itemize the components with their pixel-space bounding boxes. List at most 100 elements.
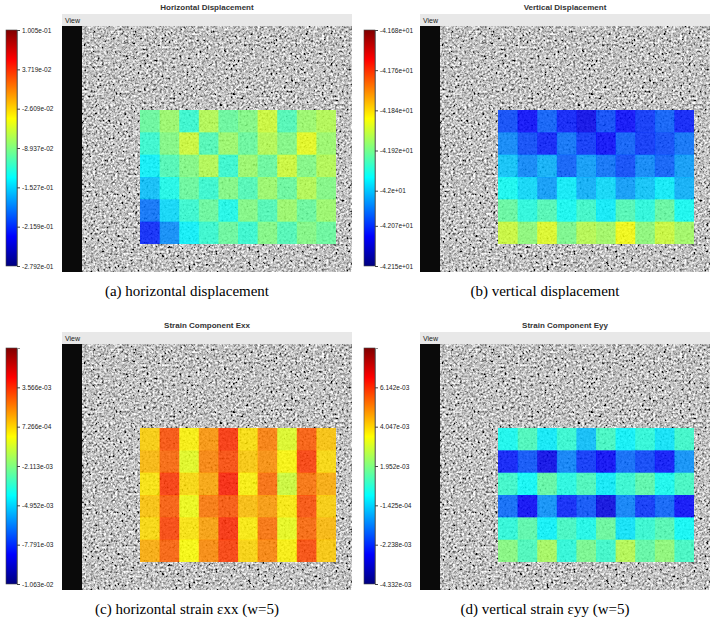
heatmap-cell	[576, 428, 596, 451]
colorbar-tick-label: -4.168e+01	[380, 27, 413, 34]
panel-caption: (c) horizontal strain εxx (w=5)	[95, 601, 279, 618]
heatmap-cell	[635, 177, 655, 200]
colorbar-tick-label: -1.425e-04	[380, 502, 412, 509]
heatmap-cell	[238, 450, 258, 473]
heatmap-cell	[596, 222, 616, 244]
view-header	[62, 332, 352, 344]
heatmap-cell	[218, 495, 238, 518]
heatmap-cell	[179, 495, 199, 518]
heatmap-cell	[238, 155, 258, 178]
heatmap-cell	[316, 155, 336, 178]
heatmap-cell	[518, 450, 538, 473]
heatmap-cell	[199, 517, 219, 540]
heatmap-cell	[316, 473, 336, 496]
heatmap-cell	[498, 540, 518, 562]
heatmap-cell	[238, 495, 258, 518]
colorbar-tick-mark	[375, 110, 378, 111]
heatmap-cell	[160, 132, 180, 155]
heatmap-cell	[537, 177, 557, 200]
colorbar-axis-line	[18, 349, 21, 585]
heatmap-cell	[635, 199, 655, 222]
heatmap-cell	[238, 177, 258, 200]
heatmap-cell	[297, 132, 317, 155]
heatmap-cell	[316, 495, 336, 518]
heatmap-cell	[258, 495, 278, 518]
heatmap-cell	[218, 177, 238, 200]
heatmap-cell	[537, 110, 557, 133]
panel-title: Vertical Displacement	[524, 3, 607, 12]
heatmap-cell	[576, 517, 596, 540]
heatmap-cell	[238, 473, 258, 496]
heatmap-cell	[277, 132, 297, 155]
heatmap-cell	[518, 517, 538, 540]
heatmap-cell	[596, 540, 616, 562]
heatmap-cell	[518, 222, 538, 244]
colorbar-tick-label: 3.566e-03	[22, 384, 52, 391]
colorbar-tick-label: -1.063e-02	[22, 581, 54, 588]
heatmap-cell	[160, 222, 180, 244]
heatmap-cell	[576, 450, 596, 473]
heatmap-cell	[557, 199, 577, 222]
colorbar-tick-label: -4.192e+01	[380, 147, 413, 154]
heatmap-cell	[616, 177, 636, 200]
heatmap-cell	[616, 450, 636, 473]
heatmap-cell	[199, 199, 219, 222]
heatmap-cell	[498, 199, 518, 222]
heatmap-cell	[297, 199, 317, 222]
colorbar	[6, 30, 17, 266]
heatmap-cell	[518, 540, 538, 562]
colorbar-tick-label: -4.2e+01	[380, 187, 406, 194]
heatmap-cell	[258, 177, 278, 200]
heatmap-cell	[140, 495, 160, 518]
heatmap-cell	[140, 473, 160, 496]
colorbar-tick-mark	[375, 427, 378, 428]
heatmap-cell	[616, 495, 636, 518]
colorbar-tick-label: -8.937e-02	[22, 145, 54, 152]
heatmap-cell	[179, 222, 199, 244]
heatmap-cell	[596, 450, 616, 473]
heatmap-cell	[218, 155, 238, 178]
colorbar-tick: -4.952e-03	[17, 502, 54, 509]
heatmap-cell	[498, 110, 518, 133]
colorbar-tick-label: -4.215e+01	[380, 263, 413, 270]
colorbar-tick-label: -2.792e-01	[22, 263, 54, 270]
heatmap-cell	[277, 177, 297, 200]
colorbar-tick-mark	[375, 545, 378, 546]
heatmap-cell	[316, 517, 336, 540]
colorbar-axis: -4.168e+01-4.176e+01-4.184e+01-4.192e+01…	[375, 27, 413, 270]
heatmap-cell	[576, 155, 596, 178]
heatmap-cell	[218, 110, 238, 133]
heatmap-cell	[297, 540, 317, 562]
colorbar-tick-mark	[375, 70, 378, 71]
heatmap-cell	[616, 155, 636, 178]
figure: ViewHorizontal Displacement1.005e-013.71…	[0, 0, 715, 636]
colorbar-tick: -4.215e+01	[375, 263, 413, 270]
heatmap-cell	[616, 473, 636, 496]
heatmap-cell	[258, 473, 278, 496]
heatmap-cell	[518, 495, 538, 518]
view-header	[420, 332, 710, 344]
heatmap-cell	[277, 540, 297, 562]
heatmap-cell	[277, 110, 297, 133]
colorbar-tick-mark	[375, 584, 378, 585]
colorbar-tick-mark	[17, 545, 20, 546]
heatmap-cell	[557, 110, 577, 133]
heatmap-cell	[674, 177, 694, 200]
heatmap-cell	[179, 517, 199, 540]
heatmap-cell	[218, 428, 238, 451]
heatmap-cell	[537, 450, 557, 473]
heatmap-cell	[537, 428, 557, 451]
colorbar-axis-line	[376, 349, 379, 585]
panel-title: Horizontal Displacement	[160, 3, 254, 12]
colorbar-tick-label: -4.952e-03	[22, 502, 54, 509]
heatmap-cell	[635, 110, 655, 133]
heatmap-cell	[616, 428, 636, 451]
colorbar-tick: -2.609e-02	[17, 105, 54, 112]
colorbar-tick-mark	[17, 187, 20, 188]
heatmap-cell	[616, 110, 636, 133]
colorbar-tick-label: 1.005e-01	[22, 27, 52, 34]
colorbar-tick-label: -2.159e-01	[22, 223, 54, 230]
colorbar-tick-label: -4.176e+01	[380, 67, 413, 74]
heatmap-cell	[498, 177, 518, 200]
heatmap-cell	[140, 155, 160, 178]
